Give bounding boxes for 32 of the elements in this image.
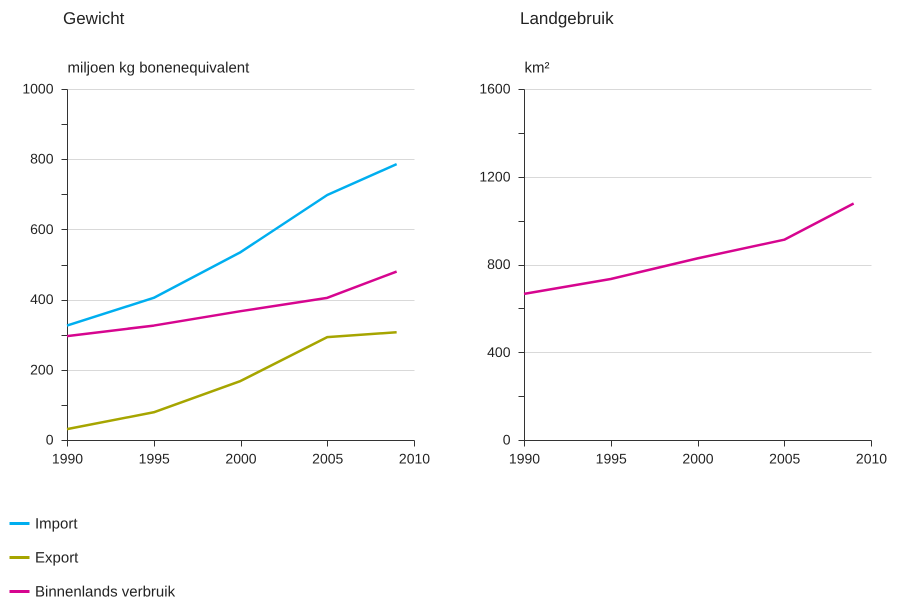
x-tick-label: 1995 (596, 450, 628, 466)
x-tick-label: 2010 (398, 450, 430, 466)
y-tick-label: 800 (30, 150, 54, 167)
chart-title: Gewicht (63, 9, 125, 28)
y-tick-label: 800 (487, 256, 511, 272)
x-tick-label: 2005 (769, 450, 801, 466)
x-tick-label: 1990 (508, 450, 540, 466)
y-tick-label: 1000 (22, 80, 54, 96)
y-tick-label: 400 (487, 344, 511, 360)
line-series (66, 162, 398, 327)
x-tick-label: 2005 (312, 450, 344, 466)
y-tick-label: 0 (502, 432, 511, 448)
x-tick-label: 2000 (225, 450, 257, 466)
legend-label: Import (35, 516, 78, 532)
y-tick-label: 200 (30, 361, 54, 378)
line-series (66, 270, 398, 338)
line-series (66, 330, 398, 430)
y-axis-title: km² (524, 60, 550, 76)
y-tick-label: 400 (30, 291, 54, 308)
y-axis-title: miljoen kg bonenequivalent (68, 60, 250, 76)
legend-label: Binnenlands verbruik (35, 584, 176, 600)
y-tick-label: 1600 (479, 80, 511, 96)
x-tick-label: 1990 (52, 450, 84, 466)
line-series (522, 202, 855, 296)
x-tick-label: 1995 (138, 450, 170, 466)
y-tick-label: 600 (30, 220, 54, 237)
y-tick-label: 0 (46, 432, 54, 448)
legend-label: Export (35, 550, 80, 566)
y-tick-label: 1200 (479, 168, 511, 184)
x-tick-label: 2000 (682, 450, 714, 466)
x-tick-label: 2010 (856, 450, 888, 466)
chart-title: Landgebruik (520, 9, 614, 28)
